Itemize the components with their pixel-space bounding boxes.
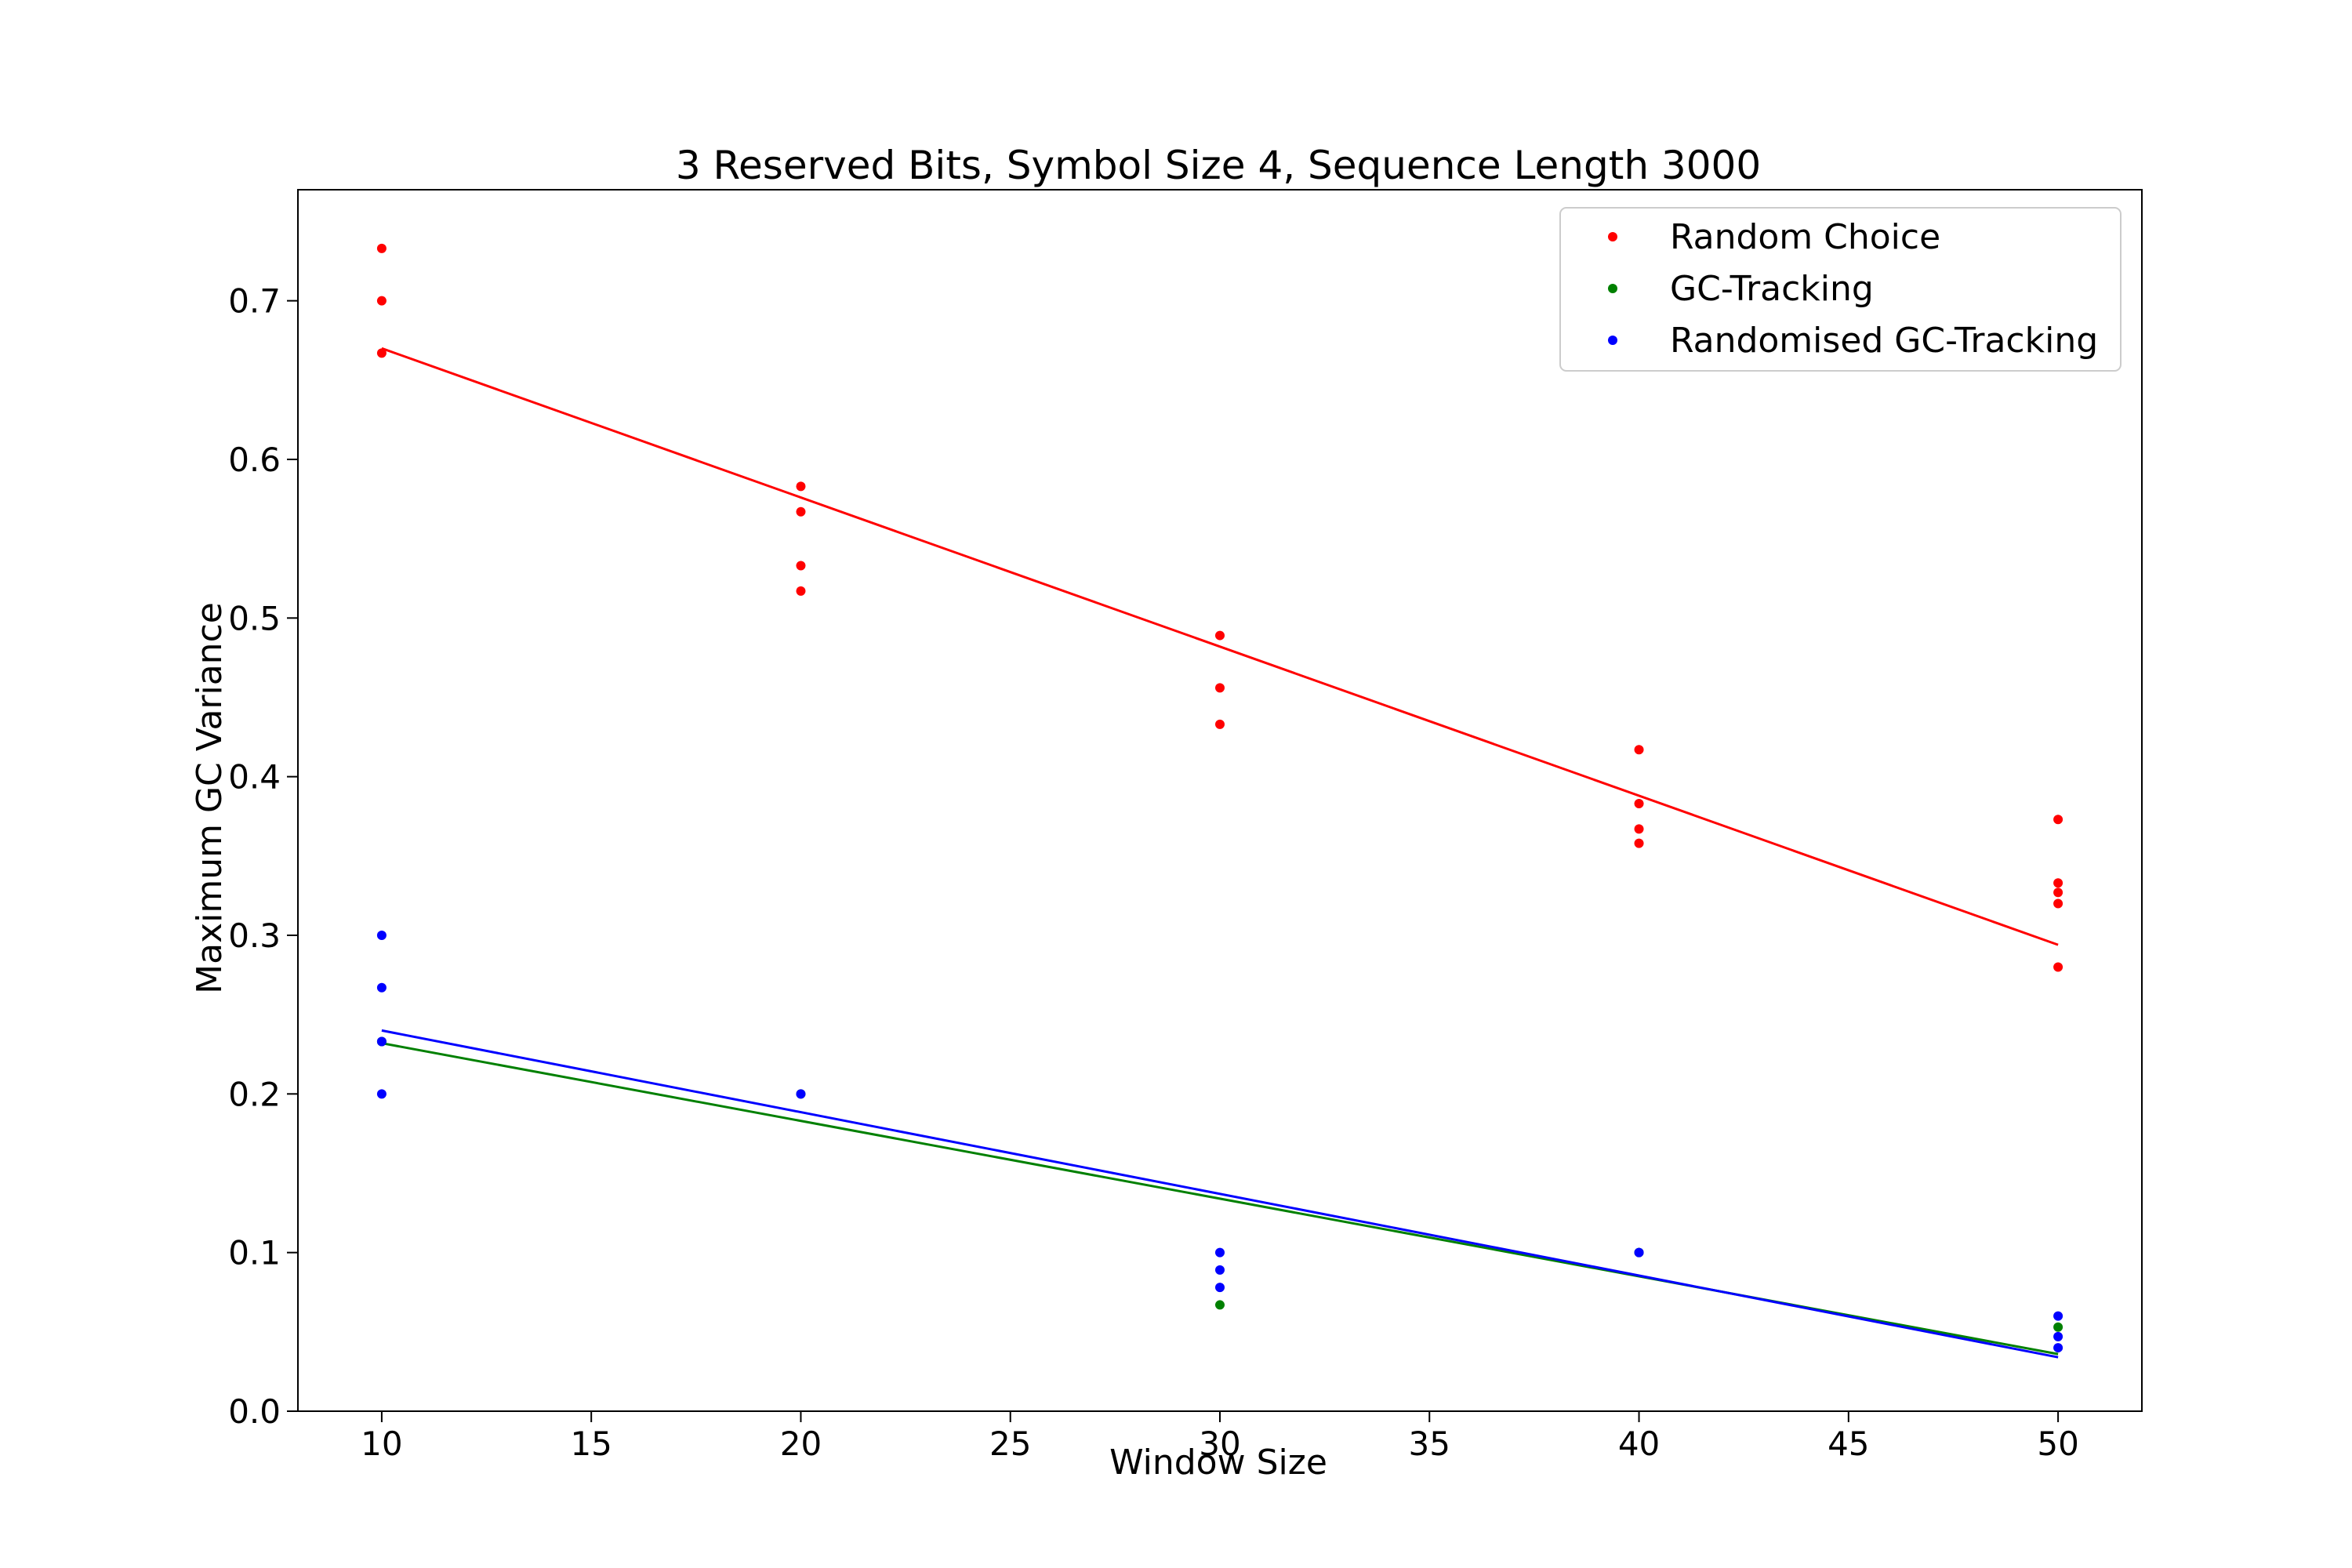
y-tick-label: 0.0: [228, 1392, 281, 1431]
y-tick-label: 0.3: [228, 916, 281, 955]
y-tick-label: 0.6: [228, 441, 281, 479]
data-point: [376, 296, 387, 306]
legend-label: GC-Tracking: [1670, 269, 1874, 309]
x-axis-label: Window Size: [1109, 1443, 1327, 1483]
plot-frame: [297, 189, 2143, 1412]
data-point: [2053, 1343, 2063, 1353]
data-point: [1215, 630, 1225, 641]
plot-area: [376, 243, 2063, 1359]
data-point: [1215, 1300, 1225, 1310]
legend-marker: [1608, 284, 1617, 293]
series-group: [376, 243, 2063, 972]
data-point: [796, 506, 806, 517]
data-point: [2053, 962, 2063, 972]
trend-line: [381, 347, 2059, 946]
legend-label: Random Choice: [1670, 217, 1940, 257]
data-point: [1634, 824, 1644, 834]
x-tick-label: 20: [780, 1425, 822, 1463]
x-tick-label: 15: [570, 1425, 612, 1463]
data-point: [2053, 1331, 2063, 1341]
data-point: [1634, 745, 1644, 755]
data-point: [376, 1089, 387, 1099]
data-point: [376, 1036, 387, 1047]
y-tick-label: 0.4: [228, 758, 281, 797]
axis-ticks: 10 15 20 25 30 35 40 45 50 0.0 0.1 0.2 0.3 0.4 0.5 0.6 0…: [228, 282, 2079, 1463]
legend-label: Randomised GC-Tracking: [1670, 321, 2098, 361]
data-point: [376, 243, 387, 253]
data-point: [1215, 1283, 1225, 1293]
data-point: [2053, 1311, 2063, 1321]
legend-marker: [1608, 232, 1617, 241]
x-tick-label: 35: [1409, 1425, 1450, 1463]
chart-title: 3 Reserved Bits, Symbol Size 4, Sequence…: [676, 143, 1761, 188]
y-tick-label: 0.1: [228, 1234, 281, 1272]
y-tick-label: 0.7: [228, 282, 281, 321]
x-tick-label: 45: [1828, 1425, 1869, 1463]
x-tick-label: 10: [361, 1425, 402, 1463]
y-axis-label: Maximum GC Variance: [190, 602, 230, 994]
data-point: [796, 561, 806, 571]
data-point: [2053, 898, 2063, 909]
data-point: [1215, 719, 1225, 729]
x-tick-label: 25: [989, 1425, 1031, 1463]
legend: Random Choice GC-Tracking Randomised GC-Tr…: [1559, 207, 2122, 372]
data-point: [1215, 683, 1225, 693]
y-tick-label: 0.2: [228, 1075, 281, 1113]
trend-line: [381, 1029, 2059, 1359]
legend-marker: [1608, 336, 1617, 345]
data-point: [796, 481, 806, 492]
data-point: [796, 586, 806, 596]
series-group: [376, 930, 2063, 1359]
data-point: [376, 930, 387, 940]
data-point: [1215, 1265, 1225, 1275]
data-point: [2053, 815, 2063, 825]
legend-box: [1559, 207, 2122, 372]
data-point: [1634, 799, 1644, 809]
y-tick-label: 0.5: [228, 599, 281, 637]
data-point: [1215, 1247, 1225, 1258]
data-point: [1634, 1247, 1644, 1258]
x-tick-label: 30: [1199, 1425, 1240, 1463]
data-point: [376, 348, 387, 358]
data-point: [796, 1089, 806, 1099]
data-point: [376, 982, 387, 993]
x-tick-label: 40: [1618, 1425, 1660, 1463]
x-tick-label: 50: [2037, 1425, 2078, 1463]
data-point: [2053, 1322, 2063, 1332]
data-point: [2053, 878, 2063, 888]
data-point: [1634, 838, 1644, 848]
data-point: [2053, 887, 2063, 898]
